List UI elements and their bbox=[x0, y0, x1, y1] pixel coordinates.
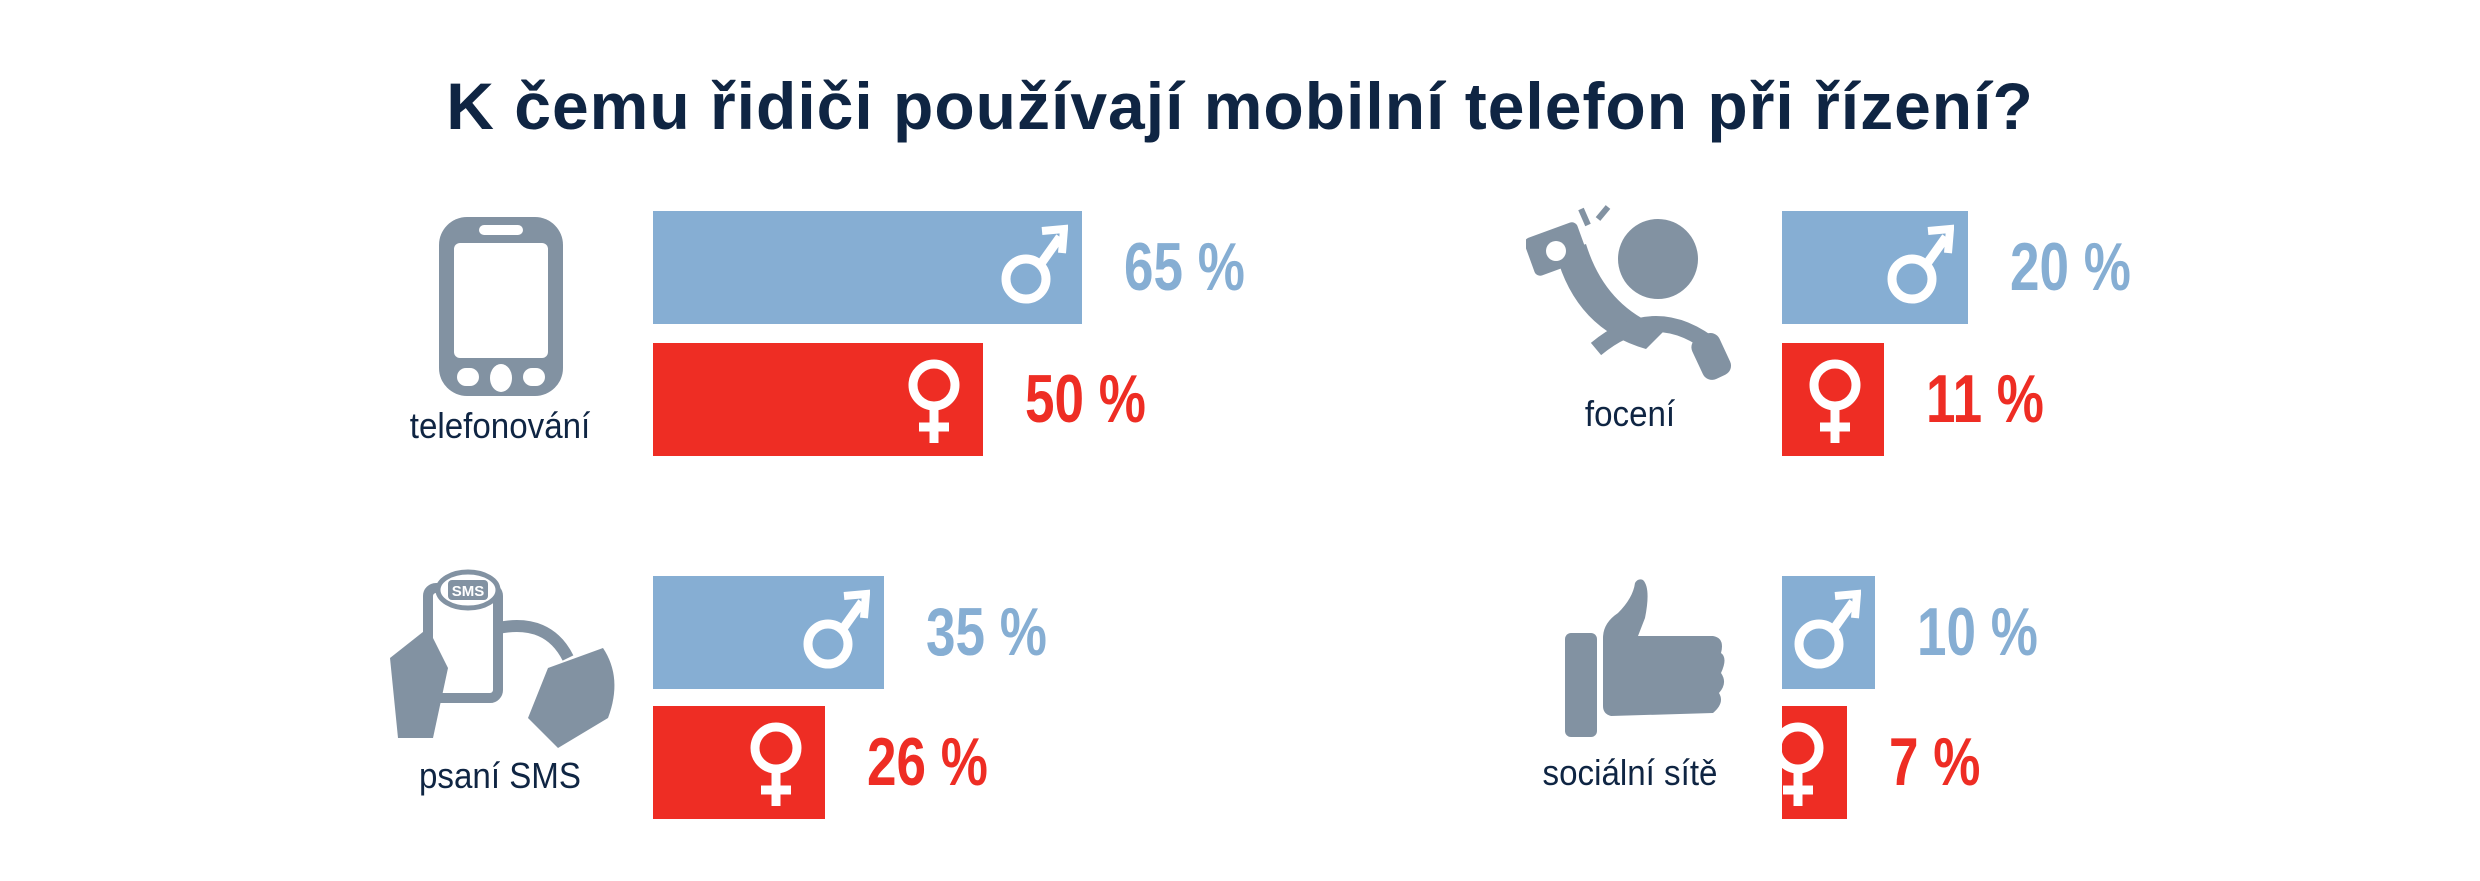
male-bar bbox=[1782, 576, 1875, 689]
male-bar bbox=[1782, 211, 1968, 324]
female-bar bbox=[1782, 343, 1885, 456]
category-label: telefonování bbox=[409, 405, 591, 446]
female-symbol-icon bbox=[1763, 718, 1833, 808]
female-bar bbox=[1772, 706, 1848, 819]
category-label: psaní SMS bbox=[418, 755, 582, 796]
female-value-label: 7 % bbox=[1889, 724, 1981, 800]
male-value-label: 35 % bbox=[926, 594, 1047, 670]
female-value-label: 50 % bbox=[1025, 361, 1146, 437]
female-symbol-icon bbox=[741, 718, 811, 808]
smartphone-icon bbox=[439, 217, 563, 396]
female-value-label: 26 % bbox=[866, 724, 988, 800]
sms-texting-icon: SMS bbox=[390, 569, 615, 748]
chart-title: K čemu řidiči používají mobilní telefon … bbox=[446, 69, 2034, 143]
male-symbol-icon bbox=[1884, 223, 1955, 313]
male-symbol-icon bbox=[998, 223, 1069, 313]
category-label: sociální sítě bbox=[1542, 752, 1718, 793]
female-bar bbox=[653, 706, 825, 819]
female-value-label: 11 % bbox=[1926, 361, 2045, 437]
male-bar bbox=[653, 576, 884, 689]
sms-bubble-text: SMS bbox=[452, 583, 485, 600]
male-value-label: 10 % bbox=[1917, 594, 2038, 670]
thumbs-up-icon bbox=[1565, 579, 1725, 737]
male-bar bbox=[653, 211, 1082, 324]
category-label: focení bbox=[1584, 393, 1676, 434]
male-value-label: 20 % bbox=[2010, 229, 2131, 305]
female-symbol-icon bbox=[1800, 355, 1870, 445]
selfie-camera-icon bbox=[1526, 205, 1732, 380]
male-symbol-icon bbox=[1791, 588, 1862, 678]
female-symbol-icon bbox=[899, 355, 969, 445]
male-value-label: 65 % bbox=[1124, 229, 1245, 305]
female-bar bbox=[653, 343, 983, 456]
male-symbol-icon bbox=[800, 588, 871, 678]
